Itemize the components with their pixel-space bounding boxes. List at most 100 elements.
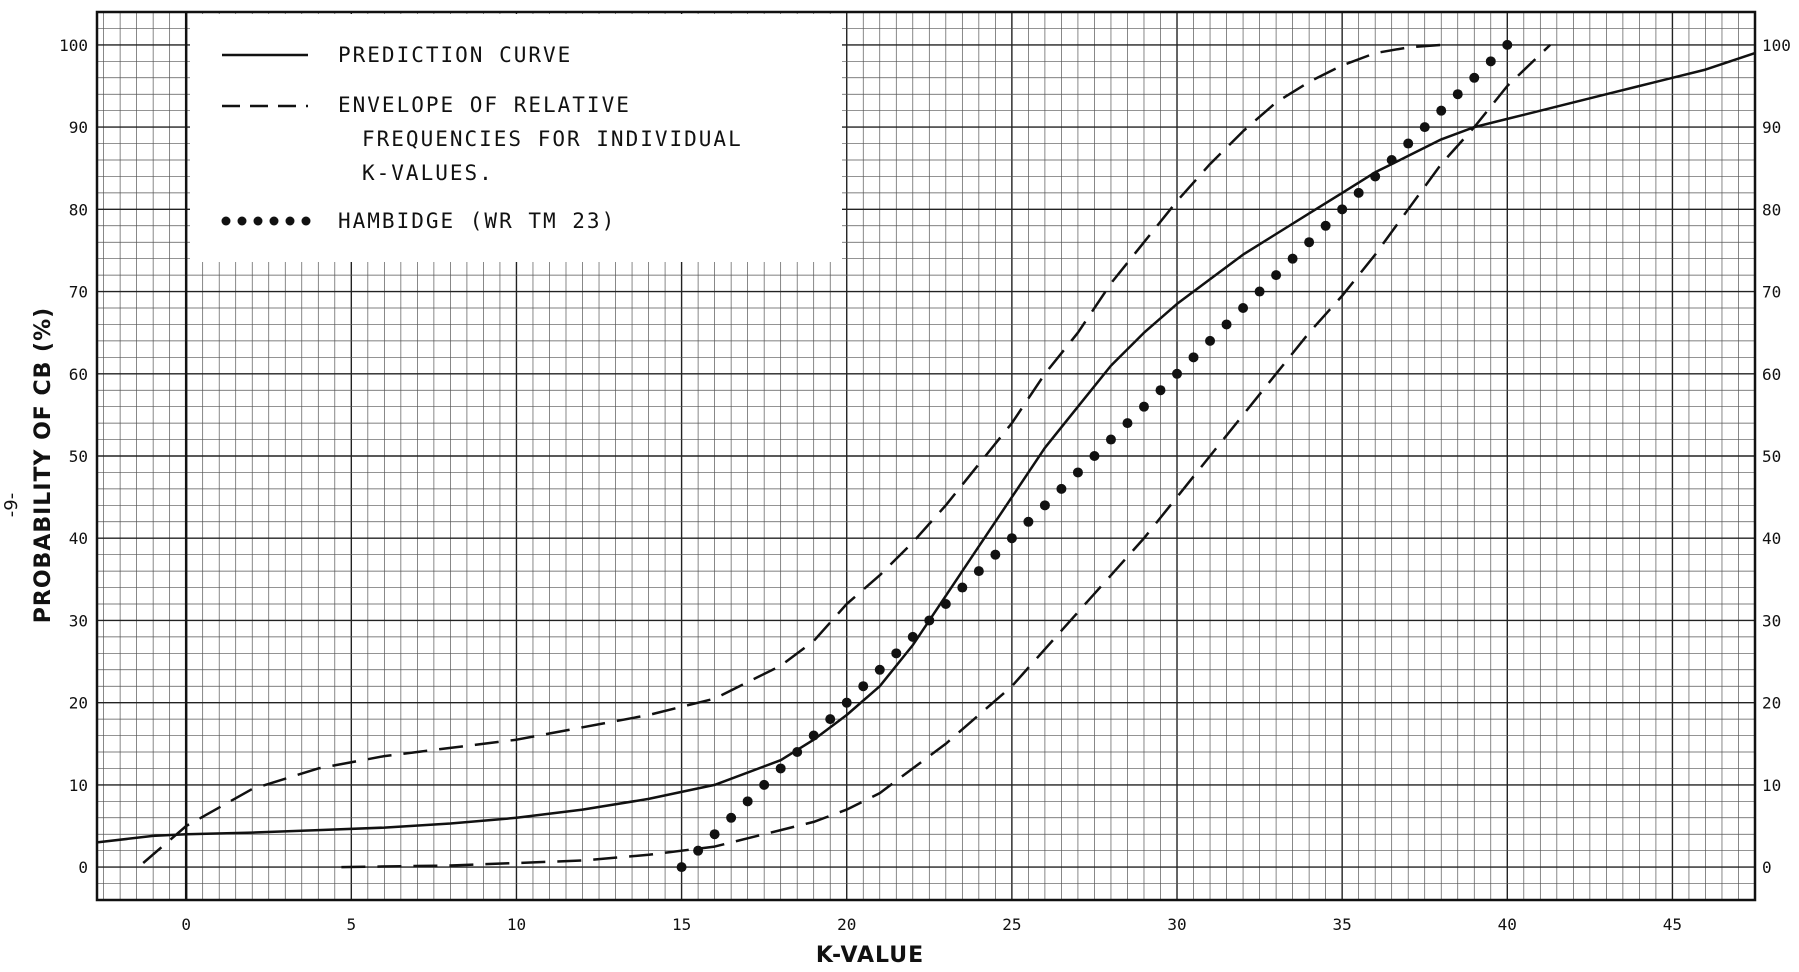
y-tick-label: 10 bbox=[69, 776, 88, 795]
x-tick-label: 10 bbox=[507, 915, 526, 934]
legend-label-prediction: PREDICTION CURVE bbox=[338, 43, 572, 67]
right-y-tick-label: 0 bbox=[1762, 858, 1772, 877]
right-y-tick-label: 10 bbox=[1762, 776, 1781, 795]
right-y-tick-label: 60 bbox=[1762, 365, 1781, 384]
hambidge-point bbox=[973, 566, 984, 577]
right-y-tick-label: 90 bbox=[1762, 118, 1781, 137]
hambidge-point bbox=[1353, 187, 1364, 198]
y-tick-label: 90 bbox=[69, 118, 88, 137]
hambidge-point bbox=[1105, 434, 1116, 445]
right-y-tick-labels: 0 10 20 30 40 50 60 70 80 90 100 bbox=[1762, 36, 1791, 877]
right-y-tick-label: 50 bbox=[1762, 447, 1781, 466]
hambidge-point bbox=[940, 599, 951, 609]
y-tick-label: 70 bbox=[69, 283, 88, 302]
right-y-tick-label: 40 bbox=[1762, 529, 1781, 548]
right-y-tick-label: 100 bbox=[1762, 36, 1791, 55]
y-tick-label: 50 bbox=[69, 447, 88, 466]
x-tick-label: 20 bbox=[837, 915, 856, 934]
hambidge-point bbox=[1172, 368, 1183, 379]
x-axis-title: K-VALUE bbox=[816, 943, 924, 968]
hambidge-point bbox=[907, 631, 918, 642]
right-y-tick-label: 30 bbox=[1762, 611, 1781, 630]
hambidge-point bbox=[1452, 89, 1463, 100]
series-layer bbox=[96, 39, 1756, 873]
hambidge-point bbox=[1304, 237, 1315, 248]
hambidge-point bbox=[1419, 122, 1430, 133]
hambidge-point bbox=[1056, 483, 1067, 494]
plot-frame bbox=[95, 10, 1757, 902]
legend-swatch-dotted bbox=[221, 216, 311, 226]
y-tick-label: 20 bbox=[69, 694, 88, 713]
hambidge-point bbox=[1155, 385, 1166, 396]
hambidge-point bbox=[841, 697, 852, 708]
hambidge-point bbox=[693, 845, 704, 856]
hambidge-point bbox=[957, 582, 968, 593]
y-tick-labels: 0 10 20 30 40 50 60 70 80 90 100 bbox=[59, 36, 88, 877]
x-tick-label: 35 bbox=[1333, 915, 1352, 934]
x-tick-labels: 0 5 10 15 20 25 30 35 40 45 bbox=[181, 915, 1682, 934]
hambidge-point bbox=[874, 664, 885, 675]
right-y-tick-label: 80 bbox=[1762, 200, 1781, 219]
hambidge-point bbox=[726, 812, 737, 823]
hambidge-point bbox=[1370, 171, 1381, 182]
hambidge-point bbox=[1039, 500, 1050, 511]
hambidge-point bbox=[1436, 105, 1447, 116]
page-marker: -9- bbox=[1, 493, 22, 517]
hambidge-point bbox=[1089, 451, 1100, 461]
y-tick-label: 0 bbox=[78, 858, 88, 877]
hambidge-point bbox=[1337, 204, 1348, 215]
hambidge-point bbox=[1023, 516, 1034, 527]
x-tick-label: 0 bbox=[181, 915, 191, 934]
hambidge-point bbox=[1205, 335, 1216, 346]
legend-label-envelope-line3: K-VALUES. bbox=[362, 161, 494, 185]
hambidge-point bbox=[825, 714, 836, 725]
envelope-lower-line bbox=[341, 43, 1552, 869]
y-tick-label: 40 bbox=[69, 529, 88, 548]
y-tick-label: 60 bbox=[69, 365, 88, 384]
hambidge-point bbox=[759, 779, 770, 790]
legend-label-envelope-line1: ENVELOPE OF RELATIVE bbox=[338, 93, 631, 117]
x-tick-label: 40 bbox=[1498, 915, 1517, 934]
hambidge-point bbox=[891, 648, 902, 659]
hambidge-point bbox=[1254, 286, 1265, 297]
hambidge-point bbox=[1188, 352, 1199, 363]
hambidge-point bbox=[1271, 270, 1282, 281]
hambidge-point bbox=[808, 730, 819, 741]
hambidge-point bbox=[1122, 418, 1133, 429]
hambidge-point bbox=[1287, 253, 1298, 264]
hambidge-point bbox=[1403, 138, 1414, 149]
hambidge-point bbox=[742, 796, 753, 807]
hambidge-point bbox=[709, 829, 720, 840]
right-y-tick-label: 20 bbox=[1762, 694, 1781, 713]
right-y-tick-label: 70 bbox=[1762, 283, 1781, 302]
hambidge-point bbox=[1221, 319, 1232, 330]
prediction-curve-line bbox=[96, 51, 1756, 844]
legend-label-envelope-line2: FREQUENCIES FOR INDIVIDUAL bbox=[362, 127, 743, 151]
x-tick-label: 30 bbox=[1167, 915, 1186, 934]
hambidge-point bbox=[1386, 155, 1397, 165]
hambidge-point bbox=[1469, 72, 1480, 83]
hambidge-point bbox=[1238, 303, 1249, 313]
hambidge-point bbox=[1502, 39, 1513, 50]
x-tick-label: 25 bbox=[1002, 915, 1021, 934]
hambidge-point bbox=[1006, 533, 1017, 544]
hambidge-point bbox=[775, 763, 786, 774]
legend-label-hambidge: HAMBIDGE (WR TM 23) bbox=[338, 209, 616, 233]
hambidge-point bbox=[1320, 220, 1331, 231]
hambidge-point bbox=[858, 681, 869, 692]
x-tick-label: 5 bbox=[346, 915, 356, 934]
hambidge-point bbox=[1485, 56, 1496, 67]
x-tick-label: 15 bbox=[672, 915, 691, 934]
y-tick-label: 80 bbox=[69, 200, 88, 219]
hambidge-point bbox=[1138, 401, 1149, 412]
y-axis-title: PROBABILITY OF CB (%) bbox=[31, 307, 56, 623]
grid-layer bbox=[97, 11, 1756, 901]
hambidge-point bbox=[1072, 467, 1083, 478]
hambidge-point bbox=[990, 549, 1001, 560]
legend: PREDICTION CURVE ENVELOPE OF RELATIVE FR… bbox=[190, 14, 842, 262]
hambidge-point bbox=[924, 615, 935, 626]
y-tick-label: 100 bbox=[59, 36, 88, 55]
hambidge-point bbox=[676, 862, 687, 873]
